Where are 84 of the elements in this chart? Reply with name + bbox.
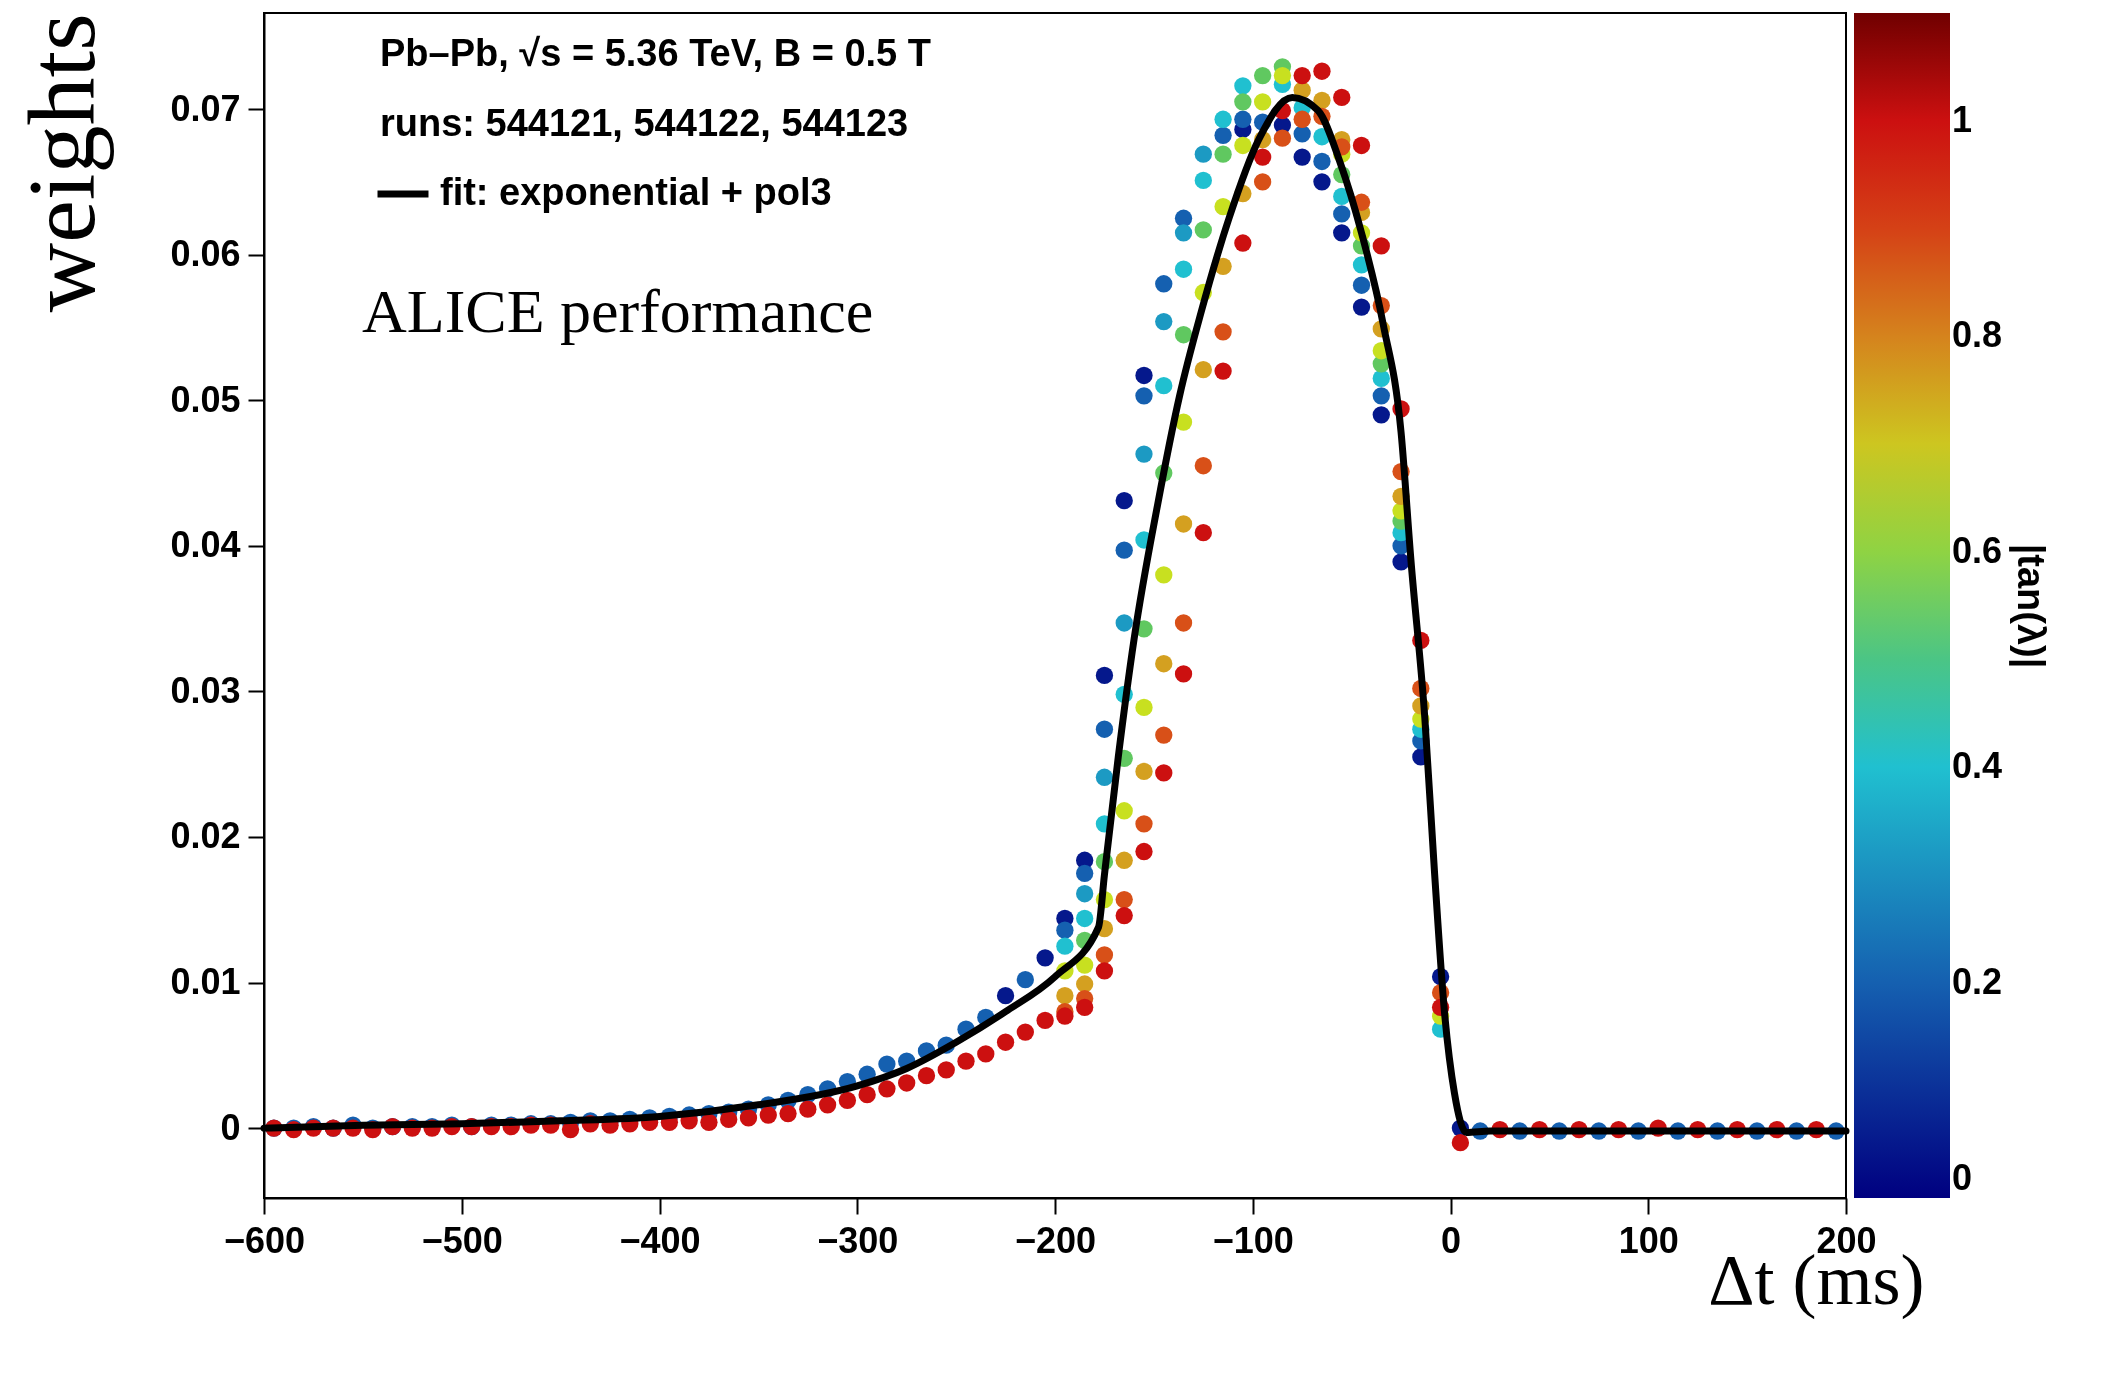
point	[1155, 726, 1173, 744]
point	[1095, 946, 1114, 964]
point	[1194, 145, 1212, 163]
legend-label: fit: exponential + pol3	[440, 171, 832, 213]
point	[1352, 298, 1371, 316]
point	[1234, 77, 1252, 95]
point	[1273, 66, 1292, 85]
point	[1253, 93, 1272, 111]
y-tick-label: 0.04	[170, 524, 241, 566]
point	[1372, 369, 1390, 388]
point	[1155, 377, 1173, 395]
point	[1155, 655, 1173, 673]
y-tick-label: 0.02	[170, 815, 241, 857]
point	[1372, 406, 1390, 424]
point	[1194, 221, 1212, 239]
point	[1115, 802, 1133, 820]
point	[1174, 224, 1193, 242]
point	[1135, 698, 1153, 717]
x-tick-label: −600	[223, 1219, 306, 1261]
color-bar-label: 0	[1952, 1157, 1973, 1198]
color-bar-label: 0.4	[1952, 745, 2003, 787]
point	[1313, 91, 1331, 109]
x-tick-label: −200	[1014, 1219, 1097, 1261]
point	[1174, 326, 1193, 344]
point	[1174, 614, 1193, 632]
point	[1253, 66, 1272, 85]
point	[1253, 173, 1272, 191]
point	[1115, 890, 1133, 909]
point	[1076, 956, 1094, 974]
point	[1076, 885, 1094, 903]
point	[1194, 457, 1212, 475]
x-tick-label: 100	[1618, 1219, 1679, 1261]
y-tick-label: 0	[220, 1106, 241, 1148]
annotation: Pb–Pb, √s = 5.36 TeV, B = 0.5 T	[380, 32, 932, 74]
point	[1234, 136, 1252, 155]
point	[1214, 145, 1232, 163]
point	[996, 987, 1015, 1005]
x-tick-label: −500	[421, 1219, 503, 1261]
point	[1076, 975, 1094, 993]
point	[1056, 937, 1074, 955]
point	[1234, 93, 1252, 111]
x-tick-label: 200	[1816, 1219, 1877, 1261]
point	[1174, 260, 1193, 278]
point	[1115, 851, 1133, 869]
y-tick-label: 0.07	[170, 87, 241, 129]
point	[1076, 909, 1094, 928]
point	[1194, 361, 1212, 379]
y-axis-title: weights	[7, 13, 115, 313]
point	[1135, 762, 1153, 781]
point	[1214, 110, 1232, 128]
x-tick-label: −300	[817, 1219, 899, 1261]
point	[1095, 666, 1114, 685]
point	[1135, 445, 1153, 463]
point	[1194, 171, 1212, 190]
point	[1155, 566, 1173, 584]
color-bar-label: 0.2	[1952, 960, 2003, 1002]
point	[1115, 492, 1133, 510]
y-tick-label: 0.06	[170, 233, 241, 275]
color-bar-label: 1	[1952, 98, 1973, 140]
color-bar-label: 0.6	[1952, 529, 2003, 571]
y-tick-label: 0.03	[170, 669, 241, 711]
point	[1115, 614, 1133, 632]
annotation: ALICE performance	[362, 277, 874, 345]
point	[1333, 224, 1351, 242]
y-tick-label: 0.01	[170, 961, 241, 1003]
color-bar-label: 0.8	[1952, 314, 2003, 356]
y-tick-label: 0.05	[170, 378, 241, 420]
x-tick-label: −400	[619, 1219, 701, 1261]
annotation: runs: 544121, 544122, 544123	[380, 102, 909, 144]
point	[1056, 987, 1074, 1005]
point	[1273, 129, 1292, 147]
point	[1293, 148, 1311, 166]
point	[1174, 515, 1193, 533]
point	[1036, 949, 1054, 967]
point	[1135, 366, 1153, 385]
color-bar-title: |tan(λ)|	[2009, 543, 2052, 669]
point	[1214, 323, 1232, 341]
point	[1155, 312, 1173, 331]
point	[1313, 173, 1331, 191]
x-tick-label: 0	[1440, 1219, 1462, 1261]
x-tick-label: −100	[1212, 1219, 1294, 1261]
point	[1095, 768, 1114, 786]
point	[1293, 110, 1311, 128]
point	[1135, 815, 1153, 833]
